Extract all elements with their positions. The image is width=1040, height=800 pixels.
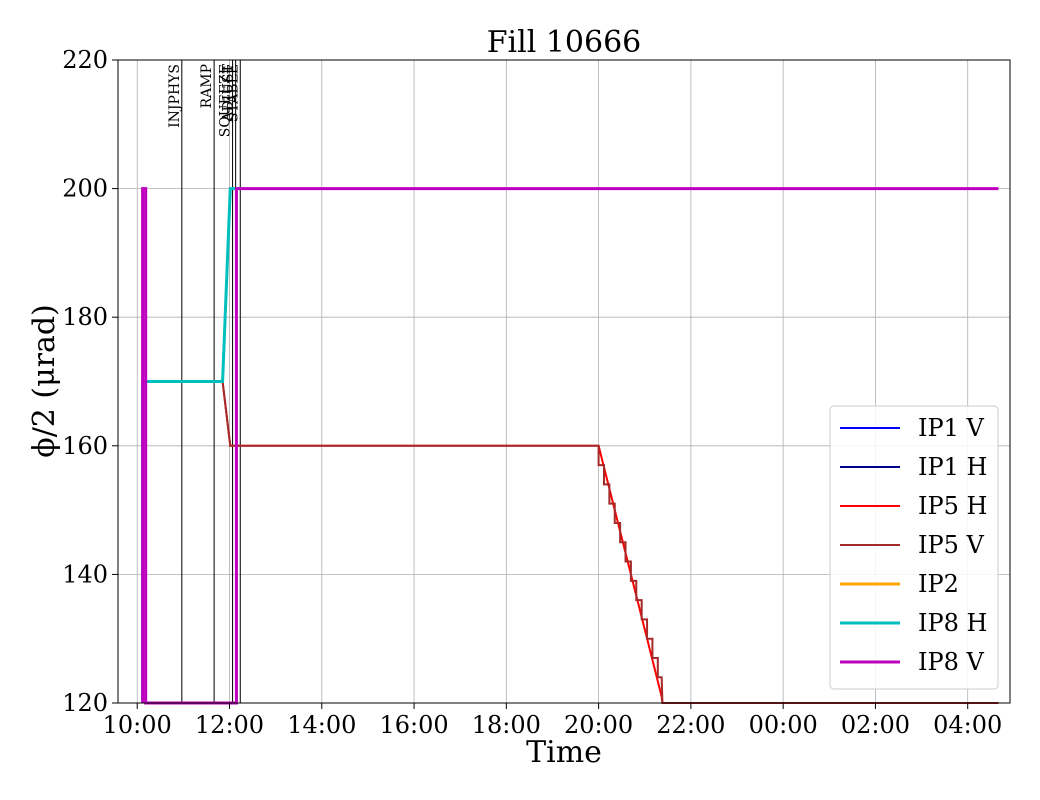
x-axis-label: Time bbox=[526, 735, 602, 770]
phase-marker-label: STABLE bbox=[225, 64, 241, 122]
x-tick-label: 02:00 bbox=[841, 711, 910, 739]
phase-marker-label: INJPHYS bbox=[167, 64, 183, 128]
x-tick-label: 00:00 bbox=[749, 711, 818, 739]
legend-entry: IP8 H bbox=[918, 609, 987, 637]
y-tick-label: 200 bbox=[62, 175, 108, 203]
legend-entry: IP1 H bbox=[918, 453, 987, 481]
x-tick-label: 16:00 bbox=[379, 711, 448, 739]
x-tick-label: 12:00 bbox=[195, 711, 264, 739]
legend-entry: IP5 H bbox=[918, 492, 987, 520]
series-line-ip5-v bbox=[142, 380, 999, 704]
chart-title: Fill 10666 bbox=[487, 25, 642, 60]
y-tick-label: 120 bbox=[62, 689, 108, 717]
x-tick-label: 22:00 bbox=[656, 711, 725, 739]
legend-entry: IP8 V bbox=[918, 648, 985, 676]
y-tick-label: 140 bbox=[62, 560, 108, 588]
legend-entry: IP5 V bbox=[918, 531, 985, 559]
plot-frame bbox=[117, 59, 1011, 704]
phase-marker-label: RAMP bbox=[199, 64, 215, 108]
phase-marker-label: ADJUST bbox=[221, 63, 237, 122]
x-tick-label: 18:00 bbox=[472, 711, 541, 739]
x-tick-label: 14:00 bbox=[287, 711, 356, 739]
y-axis-ticks: 120 140 160 180 200 220 bbox=[62, 46, 118, 717]
x-tick-label: 20:00 bbox=[564, 711, 633, 739]
legend-entry: IP1 V bbox=[918, 414, 985, 442]
y-tick-label: 180 bbox=[62, 303, 108, 331]
legend-box bbox=[829, 405, 999, 690]
legend: IP1 V IP1 H IP5 H IP5 V IP2 IP8 H IP8 V bbox=[829, 405, 999, 690]
y-tick-label: 220 bbox=[62, 46, 108, 74]
x-axis-ticks: 10:00 12:00 14:00 16:00 18:00 20:00 22:00 00:00… bbox=[103, 703, 1002, 739]
y-tick-label: 160 bbox=[62, 432, 108, 460]
y-axis-label: ϕ/2 (μrad) bbox=[27, 304, 62, 458]
phase-marker-label: SQUEEZE bbox=[218, 64, 234, 137]
x-tick-label: 04:00 bbox=[933, 711, 1002, 739]
x-tick-label: 10:00 bbox=[103, 711, 172, 739]
legend-entry: IP2 bbox=[918, 570, 959, 598]
